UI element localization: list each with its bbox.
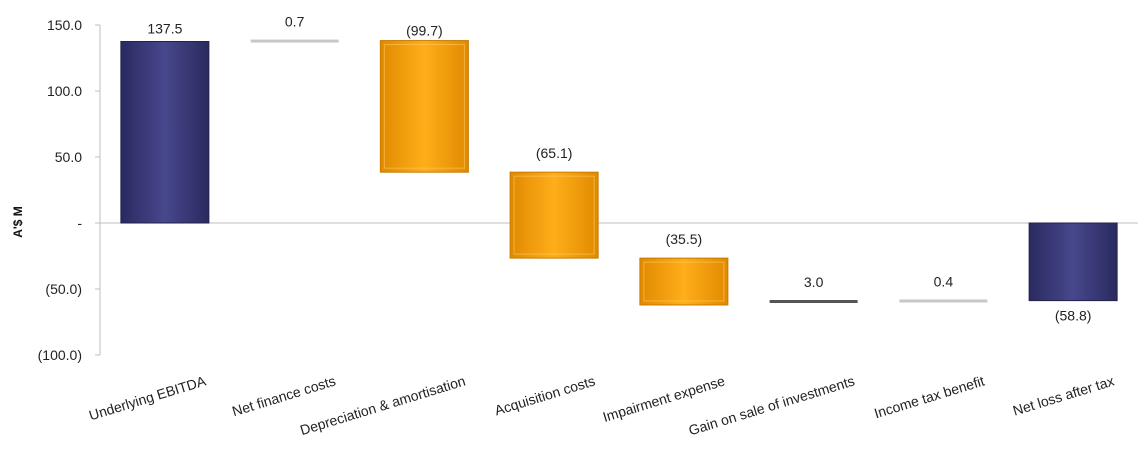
- y-tick-label: -: [77, 215, 82, 231]
- category-label: Net finance costs: [230, 373, 337, 420]
- change-bar: [769, 300, 858, 304]
- y-tick-label: 150.0: [47, 17, 82, 33]
- y-tick-label: (50.0): [45, 281, 82, 297]
- total-bar: [120, 41, 210, 224]
- change-bar: [899, 299, 988, 303]
- bar-bevel: [383, 44, 465, 169]
- gridlines: [95, 24, 1138, 356]
- y-tick-labels: 150.0 100.0 50.0 - (50.0) (100.0): [38, 17, 83, 363]
- data-label: (35.5): [666, 231, 703, 247]
- data-label: 0.4: [934, 273, 954, 289]
- category-label: Acquisition costs: [493, 373, 597, 419]
- change-bar: [639, 257, 729, 306]
- category-label: Underlying EBITDA: [87, 372, 208, 423]
- bar-bevel: [643, 261, 725, 302]
- y-tick-label: 100.0: [47, 83, 82, 99]
- data-label: (99.7): [406, 23, 443, 39]
- y-axis-label: A'$ M: [11, 206, 25, 238]
- data-labels: 137.5 0.7 (99.7) (65.1) (35.5) 3.0 0.4 (58.8): [147, 14, 1091, 324]
- category-labels: Underlying EBITDA Net finance costsDeprec…: [87, 372, 1116, 438]
- total-bar: [1028, 222, 1118, 302]
- change-bar: [509, 171, 599, 259]
- change-bar: [250, 39, 339, 43]
- data-label: 0.7: [285, 14, 305, 30]
- y-tick-label: 50.0: [55, 149, 82, 165]
- category-label: Income tax benefit: [872, 373, 986, 422]
- bar-bevel: [513, 175, 595, 255]
- data-label: (58.8): [1055, 308, 1092, 324]
- category-label: Net loss after tax: [1011, 373, 1116, 419]
- y-tick-label: (100.0): [38, 347, 82, 363]
- data-label: (65.1): [536, 145, 573, 161]
- data-label: 137.5: [147, 21, 182, 37]
- data-label: 3.0: [804, 274, 824, 290]
- bars: [120, 39, 1118, 306]
- change-bar: [379, 40, 469, 173]
